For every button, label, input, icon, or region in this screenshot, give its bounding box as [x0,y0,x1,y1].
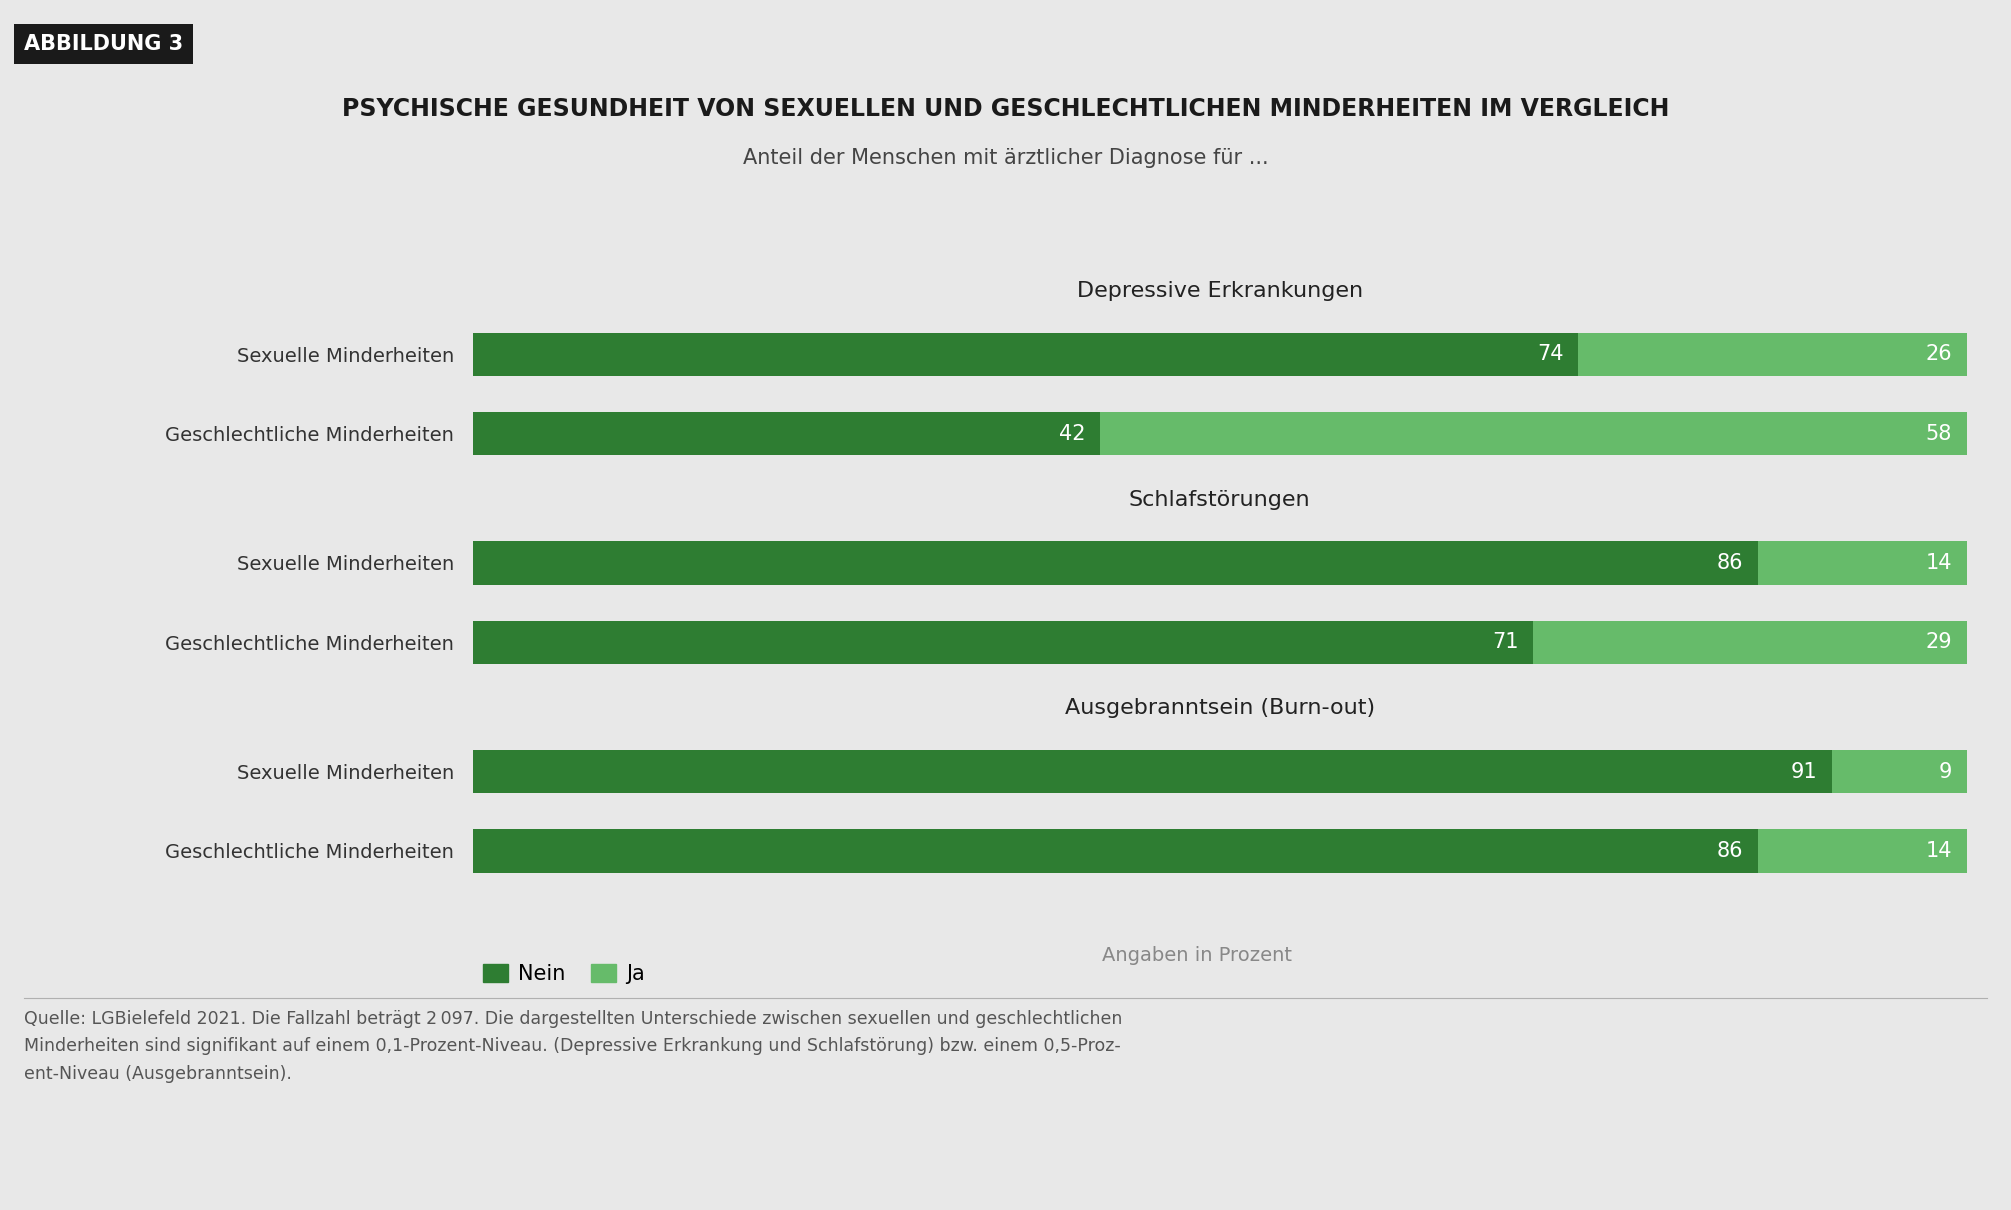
Bar [1832,750,1967,794]
Text: Depressive Erkrankungen: Depressive Erkrankungen [1076,281,1363,301]
Text: 9: 9 [1939,761,1953,782]
Bar [1758,541,1967,584]
Bar [1579,333,1967,376]
Text: Schlafstörungen: Schlafstörungen [1128,490,1311,509]
Text: 26: 26 [1925,345,1953,364]
Text: 29: 29 [1925,633,1953,652]
Text: 91: 91 [1790,761,1818,782]
Text: ABBILDUNG 3: ABBILDUNG 3 [24,34,183,54]
Text: Ausgebranntsein (Burn-out): Ausgebranntsein (Burn-out) [1064,698,1376,719]
Bar [473,750,1832,794]
Text: 71: 71 [1492,633,1518,652]
Text: 86: 86 [1715,841,1744,862]
Text: 14: 14 [1925,841,1953,862]
Text: 42: 42 [1058,424,1086,444]
Text: PSYCHISCHE GESUNDHEIT VON SEXUELLEN UND GESCHLECHTLICHEN MINDERHEITEN IM VERGLEI: PSYCHISCHE GESUNDHEIT VON SEXUELLEN UND … [342,97,1669,121]
Bar [473,411,1100,455]
Legend: Nein, Ja: Nein, Ja [483,963,646,984]
Bar [473,621,1534,664]
Text: Angaben in Prozent: Angaben in Prozent [1102,946,1291,966]
Bar [1758,829,1967,872]
Bar [473,829,1758,872]
Text: 58: 58 [1925,424,1953,444]
Text: 14: 14 [1925,553,1953,574]
Bar [473,333,1579,376]
Bar [1100,411,1967,455]
Bar [473,541,1758,584]
Text: 86: 86 [1715,553,1744,574]
Text: 74: 74 [1536,345,1563,364]
Text: Anteil der Menschen mit ärztlicher Diagnose für ...: Anteil der Menschen mit ärztlicher Diagn… [742,148,1269,168]
Text: Quelle: LGBielefeld 2021. Die Fallzahl beträgt 2 097. Die dargestellten Untersch: Quelle: LGBielefeld 2021. Die Fallzahl b… [24,1010,1122,1083]
Bar [1534,621,1967,664]
